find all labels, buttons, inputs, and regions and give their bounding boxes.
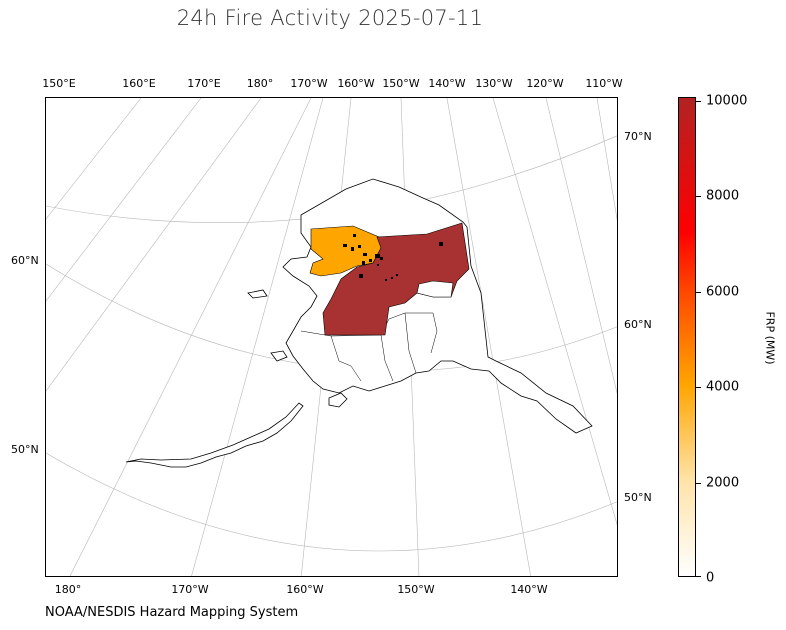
top-lon-label: 150°E (42, 77, 76, 90)
top-lon-label: 140°W (428, 77, 466, 90)
bottom-lon-label: 140°W (510, 583, 548, 596)
top-lon-label: 130°W (475, 77, 513, 90)
interior-notch (416, 280, 454, 298)
top-lon-label: 150°W (382, 77, 420, 90)
colorbar-tick (696, 101, 701, 102)
data-source-credit: NOAA/NESDIS Hazard Mapping System (45, 605, 299, 620)
colorbar-tick (696, 387, 701, 388)
frp-colorbar (678, 97, 696, 577)
top-lon-label: 160°E (122, 77, 156, 90)
colorbar-tick (696, 483, 701, 484)
colorbar-unit-label: FRP (MW) (763, 311, 777, 365)
colorbar-tick (696, 576, 701, 577)
right-lat-label: 50°N (624, 491, 652, 504)
map-title: 24h Fire Activity 2025-07-11 (176, 6, 484, 30)
colorbar-tick (696, 196, 701, 197)
colorbar-tick-label: 0 (706, 570, 715, 586)
top-lon-label: 110°W (585, 77, 623, 90)
fire-detections (343, 234, 443, 281)
colorbar-tick-label: 10000 (706, 93, 748, 109)
bottom-lon-label: 170°W (171, 583, 209, 596)
left-lat-label: 60°N (11, 254, 39, 267)
bottom-lon-label: 180° (54, 583, 82, 596)
colorbar-tick-label: 4000 (706, 379, 740, 395)
bottom-lon-label: 160°W (286, 583, 324, 596)
colorbar-tick-label: 6000 (706, 284, 740, 300)
zone-borders (300, 312, 438, 382)
colorbar-tick-label: 8000 (706, 188, 740, 204)
top-lon-label: 170°E (187, 77, 221, 90)
colorbar-tick (696, 292, 701, 293)
top-lon-label: 120°W (526, 77, 564, 90)
right-lat-label: 70°N (624, 130, 652, 143)
top-lon-label: 170°W (290, 77, 328, 90)
left-lat-label: 50°N (11, 443, 39, 456)
bottom-lon-label: 150°W (397, 583, 435, 596)
top-lon-label: 160°W (337, 77, 375, 90)
map-panel[interactable] (45, 97, 618, 577)
fire-zone-interior (322, 222, 470, 336)
top-lon-label: 180° (246, 77, 274, 90)
right-lat-label: 60°N (624, 318, 652, 331)
colorbar-tick-label: 2000 (706, 475, 740, 491)
